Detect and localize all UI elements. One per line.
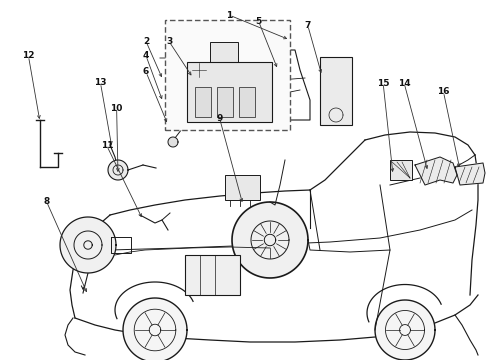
Bar: [185, 255, 240, 295]
Text: 16: 16: [437, 87, 450, 96]
Bar: [203, 66, 225, 82]
Bar: [320, 57, 352, 125]
Bar: [195, 87, 211, 117]
Polygon shape: [232, 202, 308, 278]
Text: 12: 12: [22, 51, 35, 60]
Text: 11: 11: [100, 141, 113, 150]
Polygon shape: [123, 298, 187, 360]
Bar: [187, 62, 272, 122]
Polygon shape: [224, 46, 236, 58]
Polygon shape: [455, 163, 485, 185]
Text: 14: 14: [398, 79, 411, 88]
Text: 6: 6: [143, 68, 149, 77]
FancyBboxPatch shape: [165, 20, 290, 130]
Polygon shape: [60, 217, 116, 273]
Text: 3: 3: [166, 37, 172, 46]
Polygon shape: [375, 300, 435, 360]
Polygon shape: [108, 160, 128, 180]
Text: 5: 5: [256, 17, 262, 26]
Text: 9: 9: [216, 113, 223, 122]
Text: 4: 4: [143, 51, 149, 60]
Text: 15: 15: [377, 79, 390, 88]
Bar: [217, 87, 233, 117]
Text: 8: 8: [44, 197, 49, 206]
Text: 10: 10: [110, 104, 123, 112]
Bar: [239, 87, 255, 117]
Bar: [225, 175, 260, 200]
Polygon shape: [415, 157, 457, 185]
Bar: [390, 160, 412, 180]
Text: 1: 1: [226, 10, 232, 19]
Bar: [210, 42, 238, 62]
Text: 2: 2: [143, 37, 149, 46]
Polygon shape: [168, 137, 178, 147]
Text: 7: 7: [304, 21, 311, 30]
Polygon shape: [189, 60, 209, 80]
Text: 13: 13: [94, 78, 107, 87]
